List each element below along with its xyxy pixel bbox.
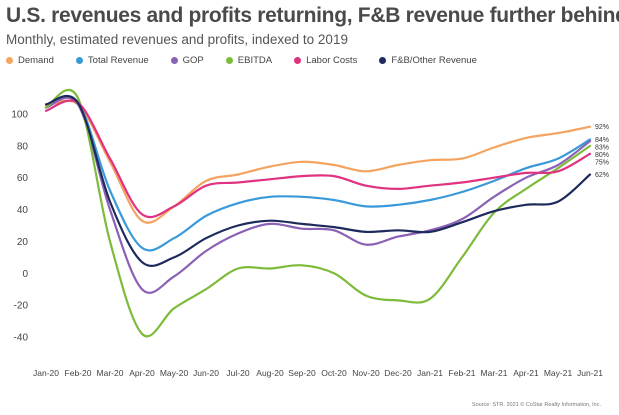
legend-item: GOP (170, 55, 204, 66)
legend-label: GOP (182, 55, 204, 66)
x-tick-label: Jan-20 (33, 368, 59, 378)
x-tick-label: Nov-20 (352, 368, 380, 378)
y-tick-label: -20 (14, 301, 29, 312)
legend-label: Demand (18, 55, 54, 66)
legend-swatch (170, 57, 178, 64)
source-note: Source: STR. 2021 © CoStar Realty Inform… (471, 402, 601, 408)
series-line (44, 95, 592, 267)
x-tick-label: Jul-20 (226, 368, 249, 378)
series-end-label: 80% (595, 152, 609, 159)
series-line (44, 99, 592, 219)
series-end-label: 62% (595, 172, 609, 179)
legend-item: Total Revenue (75, 55, 149, 66)
legend-item: F&B/Other Revenue (379, 55, 477, 66)
legend-label: Labor Costs (306, 55, 358, 66)
chart-subtitle: Monthly, estimated revenues and profits,… (6, 32, 348, 47)
legend-swatch (294, 57, 302, 64)
y-tick-label: 60 (17, 173, 29, 184)
legend-item: Labor Costs (294, 55, 357, 66)
series-end-label: 84% (595, 137, 609, 144)
legend-label: Total Revenue (87, 55, 149, 66)
x-tick-label: Dec-20 (384, 368, 412, 378)
x-tick-label: Apr-20 (129, 368, 155, 378)
x-tick-label: May-21 (544, 368, 573, 378)
series-end-label: 92% (595, 124, 609, 131)
legend-label: F&B/Other Revenue (391, 55, 477, 66)
x-tick-label: Oct-20 (321, 368, 347, 378)
x-tick-label: Jun-21 (577, 368, 603, 378)
series-line (44, 96, 592, 252)
y-tick-label: 40 (17, 205, 29, 216)
legend-swatch (75, 57, 83, 64)
legend-swatch (6, 57, 13, 64)
legend-label: EBITDA (237, 55, 273, 66)
series-line (44, 96, 592, 294)
x-tick-label: Jun-20 (193, 368, 219, 378)
x-tick-label: Aug-20 (256, 368, 284, 378)
legend-swatch (225, 57, 233, 64)
x-tick-label: Sep-20 (288, 368, 316, 378)
y-tick-label: 20 (17, 237, 29, 248)
x-tick-label: Apr-21 (513, 368, 539, 378)
x-tick-label: Jan-21 (417, 368, 443, 378)
x-tick-label: May-20 (160, 368, 189, 378)
x-tick-label: Feb-21 (449, 368, 476, 378)
y-tick-label: 100 (11, 110, 28, 121)
x-tick-label: Feb-20 (65, 368, 92, 378)
legend-item: Demand (6, 55, 54, 66)
x-tick-label: Mar-20 (97, 368, 124, 378)
chart-title: U.S. revenues and profits returning, F&B… (6, 4, 619, 27)
x-tick-label: Mar-21 (481, 368, 508, 378)
y-tick-label: 80 (17, 141, 29, 152)
legend-item: EBITDA (225, 55, 273, 66)
series-end-label: 83% (595, 144, 609, 151)
legend-swatch (379, 57, 387, 64)
y-tick-label: 0 (22, 269, 28, 280)
series-line (44, 99, 592, 224)
chart-legend: Demand Total Revenue GOP EBITDA Labor Costs F… (6, 55, 499, 66)
y-tick-label: -40 (14, 333, 29, 344)
series-end-label: 75% (595, 159, 609, 166)
series-line (44, 89, 592, 338)
